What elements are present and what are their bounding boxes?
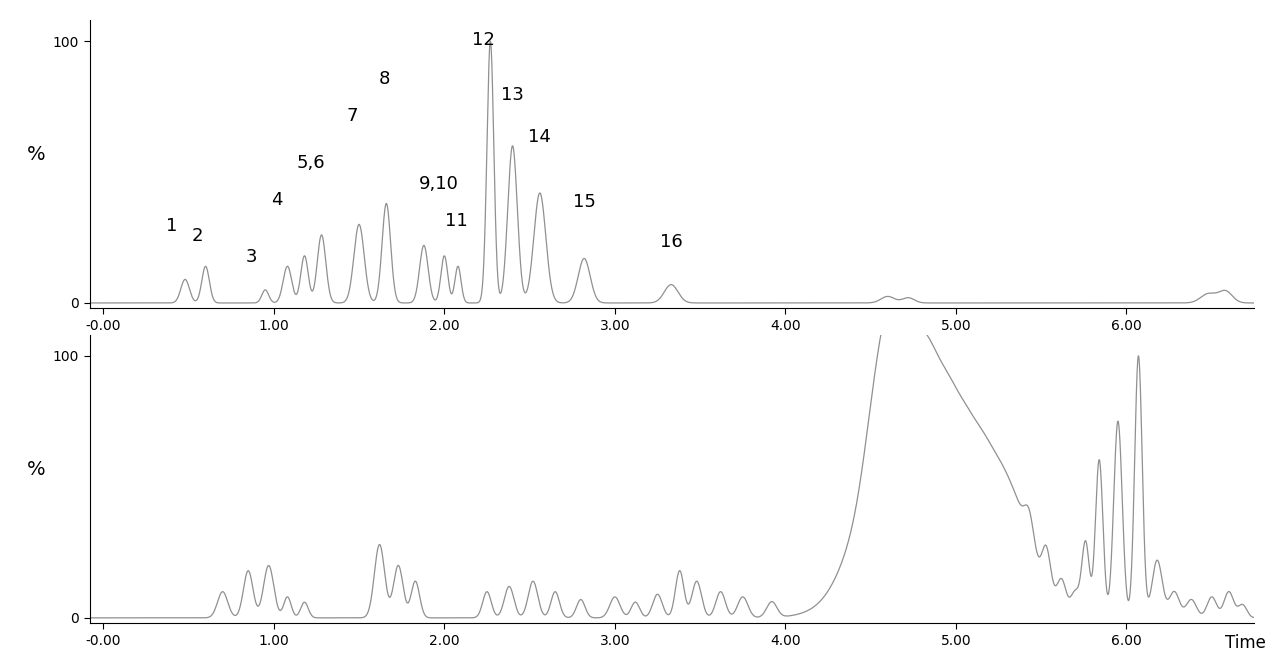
Text: 12: 12 <box>472 31 495 49</box>
Text: 14: 14 <box>529 128 552 146</box>
Text: 3: 3 <box>246 249 257 266</box>
Text: 16: 16 <box>659 232 682 251</box>
Y-axis label: %: % <box>27 460 46 479</box>
Text: 11: 11 <box>445 212 467 230</box>
Y-axis label: %: % <box>27 145 46 164</box>
Text: 2: 2 <box>191 227 202 245</box>
Text: 5,6: 5,6 <box>297 154 325 172</box>
Text: 7: 7 <box>347 107 358 125</box>
Text: 1: 1 <box>166 217 177 235</box>
Text: 4: 4 <box>271 191 283 208</box>
Text: 13: 13 <box>500 86 524 104</box>
Text: 9,10: 9,10 <box>420 175 460 193</box>
Text: 8: 8 <box>379 70 390 88</box>
Text: Time: Time <box>1225 634 1266 652</box>
Text: 15: 15 <box>572 193 595 211</box>
